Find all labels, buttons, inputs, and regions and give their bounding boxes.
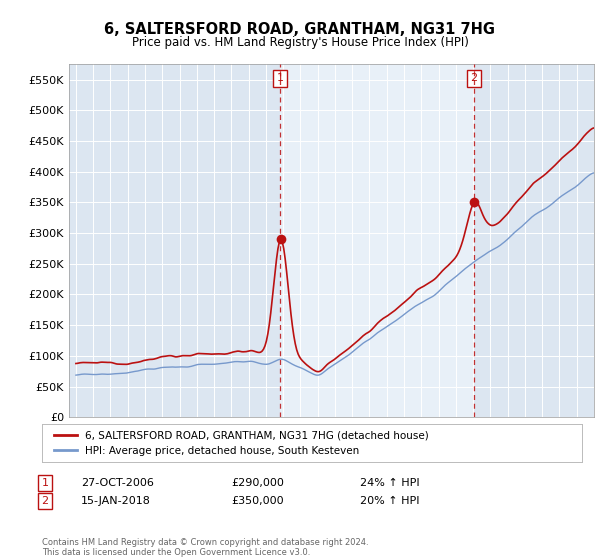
Text: 6, SALTERSFORD ROAD, GRANTHAM, NG31 7HG: 6, SALTERSFORD ROAD, GRANTHAM, NG31 7HG [104, 22, 496, 38]
Text: 2: 2 [470, 73, 478, 83]
Text: 27-OCT-2006: 27-OCT-2006 [81, 478, 154, 488]
Text: £290,000: £290,000 [231, 478, 284, 488]
Text: 24% ↑ HPI: 24% ↑ HPI [360, 478, 419, 488]
Text: £350,000: £350,000 [231, 496, 284, 506]
Text: Contains HM Land Registry data © Crown copyright and database right 2024.
This d: Contains HM Land Registry data © Crown c… [42, 538, 368, 557]
Text: 15-JAN-2018: 15-JAN-2018 [81, 496, 151, 506]
Text: 20% ↑ HPI: 20% ↑ HPI [360, 496, 419, 506]
Legend: 6, SALTERSFORD ROAD, GRANTHAM, NG31 7HG (detached house), HPI: Average price, de: 6, SALTERSFORD ROAD, GRANTHAM, NG31 7HG … [50, 426, 433, 460]
Text: 2: 2 [41, 496, 49, 506]
Text: Price paid vs. HM Land Registry's House Price Index (HPI): Price paid vs. HM Land Registry's House … [131, 36, 469, 49]
Text: 1: 1 [41, 478, 49, 488]
Text: 1: 1 [277, 73, 284, 83]
Bar [280, 64, 474, 417]
